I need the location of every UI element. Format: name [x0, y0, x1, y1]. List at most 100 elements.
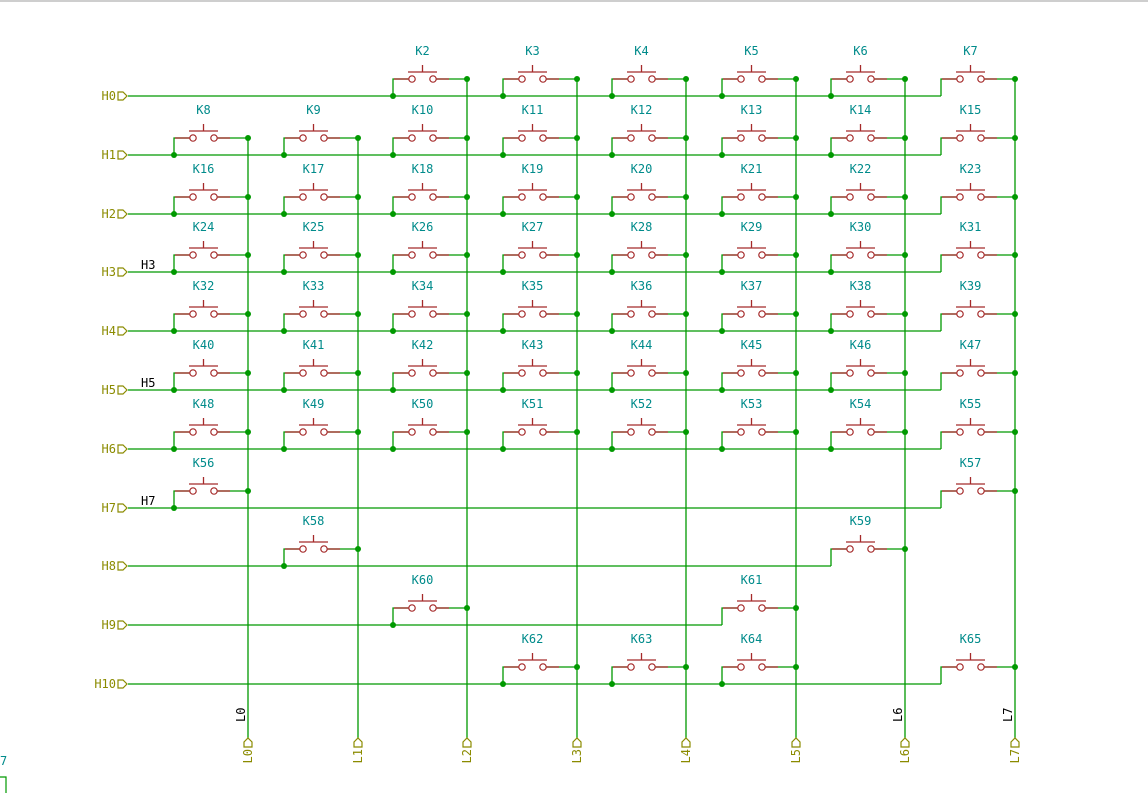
switch-pin: [299, 369, 307, 377]
port-arrow-icon: [243, 737, 253, 748]
row-junction: [609, 152, 615, 158]
port-h0: H0: [102, 89, 128, 103]
port-arrow-icon: [117, 267, 128, 277]
switch-k57: K57: [940, 456, 1015, 508]
column-junction: [245, 135, 251, 141]
switch-pin: [956, 663, 964, 671]
switch-pin: [429, 428, 437, 436]
column-junction: [793, 311, 799, 317]
switch-ref-label: K8: [196, 103, 210, 117]
switch-k39: K39: [940, 279, 1015, 331]
switch-pin: [867, 428, 875, 436]
switch-k34: K34: [392, 279, 467, 331]
port-h8: H8: [102, 559, 128, 573]
row-junction: [281, 211, 287, 217]
column-junction: [1012, 76, 1018, 82]
column-junction: [245, 252, 251, 258]
column-junction: [902, 370, 908, 376]
switch-k65: K65: [940, 632, 1015, 684]
switch-ref-label: K26: [412, 220, 434, 234]
switch-k22: K22: [830, 162, 905, 214]
port-label: H8: [102, 559, 116, 573]
row-junction: [281, 328, 287, 334]
row-junction: [500, 269, 506, 275]
switch-k47: K47: [940, 338, 1015, 390]
switch-pin: [189, 134, 197, 142]
switch-pin: [429, 604, 437, 612]
row-junction: [390, 152, 396, 158]
switch-ref-label: K48: [193, 397, 215, 411]
switch-ref-label: K30: [850, 220, 872, 234]
row-junction: [719, 328, 725, 334]
switch-pin: [539, 369, 547, 377]
switch-pin: [648, 193, 656, 201]
port-label: L0: [241, 749, 255, 763]
switch-pin: [977, 487, 985, 495]
switch-pin: [648, 310, 656, 318]
switch-k17: K17: [283, 162, 358, 214]
column-junction: [1012, 429, 1018, 435]
switch-pin: [320, 251, 328, 259]
column-junction: [464, 76, 470, 82]
switch-pin: [408, 251, 416, 259]
switch-ref-label: K60: [412, 573, 434, 587]
switch-pin: [956, 369, 964, 377]
switch-pin: [627, 428, 635, 436]
switch-pin: [210, 310, 218, 318]
row-junction: [390, 211, 396, 217]
column-junction: [245, 370, 251, 376]
switch-pin: [320, 134, 328, 142]
port-h7: H7: [102, 501, 128, 515]
switch-pin: [408, 428, 416, 436]
row-junction: [171, 152, 177, 158]
column-junction: [683, 429, 689, 435]
switch-ref-label: K35: [522, 279, 544, 293]
switch-row-tap: [173, 254, 189, 272]
port-label: H3: [102, 265, 116, 279]
row-junction: [281, 446, 287, 452]
row-junction: [281, 152, 287, 158]
switch-ref-label: K46: [850, 338, 872, 352]
switch-row-tap: [283, 196, 299, 214]
switch-ref-label: K40: [193, 338, 215, 352]
switch-pin: [846, 251, 854, 259]
row-junction: [171, 269, 177, 275]
port-arrow-icon: [353, 737, 363, 748]
switch-row-tap: [283, 372, 299, 390]
column-junction: [1012, 135, 1018, 141]
net-label-h3: H3: [141, 258, 155, 272]
switch-ref-label: K64: [741, 632, 763, 646]
port-arrow-icon: [117, 620, 128, 630]
switch-row-tap: [721, 78, 737, 96]
switch-k2: K2: [392, 44, 467, 96]
switch-row-tap: [173, 490, 189, 508]
switch-pin: [210, 487, 218, 495]
switch-pin: [210, 134, 218, 142]
switch-row-tap: [940, 313, 956, 331]
switch-k16: K16: [173, 162, 248, 214]
switch-ref-label: K29: [741, 220, 763, 234]
switch-row-tap: [940, 254, 956, 272]
switch-pin: [956, 251, 964, 259]
switch-pin: [408, 604, 416, 612]
switch-k33: K33: [283, 279, 358, 331]
row-junction: [500, 211, 506, 217]
row-junction: [609, 681, 615, 687]
switch-pin: [189, 310, 197, 318]
switch-k15: K15: [940, 103, 1015, 155]
switch-ref-label: K5: [744, 44, 758, 58]
column-junction: [574, 429, 580, 435]
switch-pin: [210, 428, 218, 436]
switch-ref-label: K61: [741, 573, 763, 587]
switch-ref-label: K4: [634, 44, 648, 58]
switch-pin: [758, 369, 766, 377]
switch-k7: K7: [940, 44, 1015, 96]
switch-row-tap: [830, 78, 846, 96]
row-junction: [171, 505, 177, 511]
switch-ref-label: K13: [741, 103, 763, 117]
switch-ref-label: K37: [741, 279, 763, 293]
switch-pin: [429, 251, 437, 259]
row-junction: [719, 269, 725, 275]
port-l3: L3: [570, 737, 584, 763]
